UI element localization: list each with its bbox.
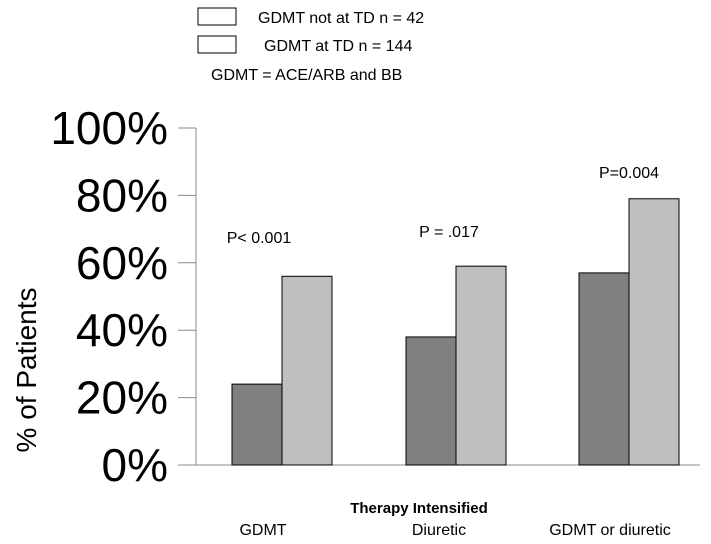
y-tick-label: 100%: [50, 102, 168, 154]
p-value-label: P< 0.001: [227, 230, 292, 247]
legend-swatch-not-at-td: [197, 7, 237, 26]
p-value-label: P = .017: [419, 224, 479, 241]
category-label: Diuretic: [412, 522, 466, 539]
p-value-annotations: P< 0.001 P = .017 P=0.004: [227, 165, 659, 247]
y-tick-label: 0%: [102, 439, 168, 491]
y-tick-label: 60%: [76, 237, 168, 289]
y-tick-label: 80%: [76, 169, 168, 221]
y-tick-label: 40%: [76, 304, 168, 356]
bar-not-at-td-1: [405, 336, 457, 466]
y-axis-title: % of Patients: [11, 288, 42, 453]
y-ticks: 0% 20% 40% 60% 80% 100%: [50, 102, 196, 491]
legend-swatch-at-td: [197, 35, 237, 54]
bar-at-td-1: [455, 265, 507, 466]
legend-note: GDMT = ACE/ARB and BB: [211, 67, 402, 84]
category-label: GDMT: [239, 522, 286, 539]
bar-at-td-2: [628, 198, 680, 466]
legend-label-at-td: GDMT at TD n = 144: [264, 38, 412, 55]
bar-not-at-td-2: [578, 272, 630, 466]
bar-not-at-td-0: [231, 383, 283, 466]
x-axis-title: Therapy Intensified: [350, 500, 488, 517]
p-value-label: P=0.004: [599, 165, 659, 182]
bars: [231, 198, 680, 466]
legend-label-not-at-td: GDMT not at TD n = 42: [258, 10, 424, 27]
category-label: GDMT or diuretic: [549, 522, 671, 539]
category-labels: GDMT Diuretic GDMT or diuretic: [239, 522, 670, 539]
y-tick-label: 20%: [76, 372, 168, 424]
bar-at-td-0: [281, 275, 333, 466]
